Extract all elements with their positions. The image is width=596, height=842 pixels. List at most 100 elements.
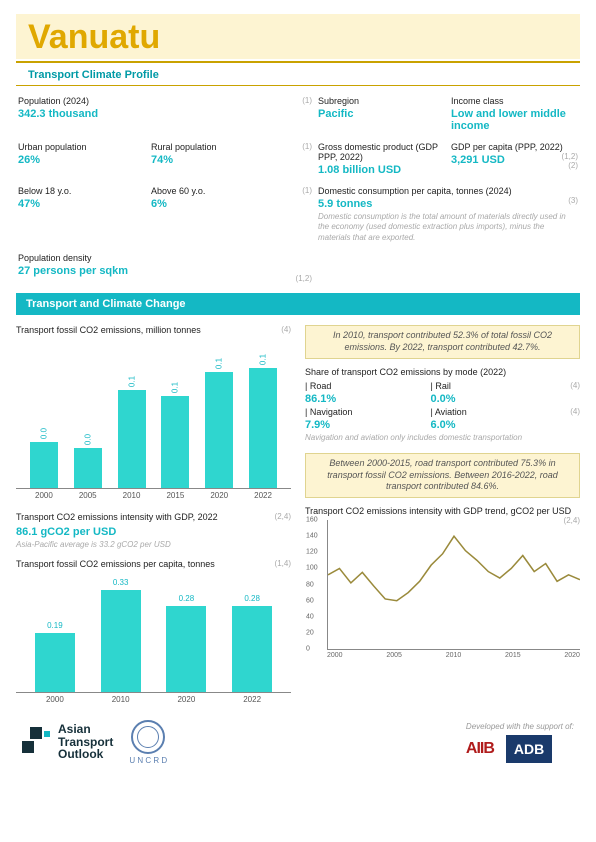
x-label: 2010 (101, 695, 141, 704)
linechart-xaxis: 20002005201020152020 (327, 650, 580, 659)
x-tick: 2010 (446, 652, 462, 659)
x-label: 2015 (161, 491, 189, 500)
right-col: In 2010, transport contributed 52.3% of … (305, 325, 580, 659)
stat-label: Urban population (18, 142, 145, 152)
bar-value: 0.0 (39, 428, 48, 439)
stat-density: Population density 27 persons per sqkm (18, 253, 278, 277)
intensity-note: Asia-Pacific average is 33.2 gCO2 per US… (16, 540, 291, 550)
stat-value: Low and lower middle income (451, 108, 578, 132)
ref: (1,2) (284, 274, 312, 283)
title-bar: Vanuatu (16, 14, 580, 59)
y-tick: 160 (306, 517, 318, 524)
stat-label: Subregion (318, 96, 445, 106)
bar: 0.1 (249, 368, 277, 488)
bar: 0.1 (205, 372, 233, 488)
subtitle: Transport Climate Profile (16, 67, 580, 85)
chart1-title: Transport fossil CO2 emissions, million … (16, 325, 291, 335)
bar-value: 0.28 (166, 594, 206, 603)
rule-thin (16, 85, 580, 86)
linechart: 020406080100120140160 (327, 520, 580, 650)
stat-label: Domestic consumption per capita, tonnes … (318, 186, 512, 196)
stat-value: 3,291 USD (451, 154, 505, 166)
stat-value: 6% (151, 198, 278, 210)
stat-value: Pacific (318, 108, 445, 120)
intensity-value: 86.1 gCO2 per USD (16, 526, 291, 538)
bar: 0.28 (166, 606, 206, 692)
bar: 0.0 (30, 442, 58, 488)
stat-rural: Rural population 74% (151, 142, 278, 176)
mode-cell: 0.0% (431, 393, 553, 405)
stat-income: Income class Low and lower middle income (451, 96, 578, 132)
left-col: Transport fossil CO2 emissions, million … (16, 325, 291, 703)
bar: 0.33 (101, 590, 141, 692)
stat-label: Income class (451, 96, 578, 106)
bar-value: 0.0 (83, 434, 92, 445)
main-two-col: Transport fossil CO2 emissions, million … (16, 325, 580, 703)
ref: (1) (284, 186, 312, 249)
stat-label: Below 18 y.o. (18, 186, 145, 196)
ato-logo: Asian Transport Outlook (22, 723, 113, 761)
bar-value: 0.1 (171, 382, 180, 393)
bar: 0.0 (74, 448, 102, 488)
y-tick: 80 (306, 581, 314, 588)
stat-value: 26% (18, 154, 145, 166)
x-label: 2020 (205, 491, 233, 500)
x-label: 2022 (232, 695, 272, 704)
y-tick: 120 (306, 549, 318, 556)
stat-label: Population density (18, 253, 278, 263)
linechart-title: Transport CO2 emissions intensity with G… (305, 506, 580, 516)
bar: 0.19 (35, 633, 75, 692)
bar-value: 0.1 (127, 376, 136, 387)
mode-cell: (4) (556, 407, 580, 417)
ref: (3) (568, 196, 578, 210)
mode-cell: | Aviation (431, 407, 553, 417)
chart2: 0.19 0.33 0.28 0.28 (16, 573, 291, 693)
y-tick: 100 (306, 565, 318, 572)
bar: 0.28 (232, 606, 272, 692)
bar-value: 0.19 (35, 621, 75, 630)
y-tick: 0 (306, 646, 310, 653)
stat-urban: Urban population 26% (18, 142, 145, 176)
bar-value: 0.28 (232, 594, 272, 603)
callout-2: Between 2000-2015, road transport contri… (305, 453, 580, 498)
ref: (1,4) (275, 559, 291, 568)
stat-above60: Above 60 y.o. 6% (151, 186, 278, 243)
x-tick: 2015 (505, 652, 521, 659)
stat-label: Population (2024) (18, 96, 278, 106)
logos-left: Asian Transport Outlook U N C R D (22, 720, 167, 765)
modes-title: Share of transport CO2 emissions by mode… (305, 367, 580, 377)
y-tick: 40 (306, 613, 314, 620)
y-tick: 140 (306, 533, 318, 540)
stat-label: GDP per capita (PPP, 2022) (451, 142, 578, 152)
intensity-block: Transport CO2 emissions intensity with G… (16, 512, 291, 550)
mode-cell: (4) (556, 381, 580, 391)
stat-subregion: Subregion Pacific (318, 96, 445, 132)
uncrd-logo: U N C R D (129, 720, 167, 765)
chart2-title: Transport fossil CO2 emissions per capit… (16, 559, 291, 569)
stat-value: 27 persons per sqkm (18, 265, 278, 277)
logos-right: Developed with the support of: AIIB ADB (466, 722, 574, 763)
bar-value: 0.1 (259, 354, 268, 365)
stat-value: 74% (151, 154, 278, 166)
bar-value: 0.33 (101, 578, 141, 587)
ref: (1) (284, 96, 312, 138)
mode-cell: | Rail (431, 381, 553, 391)
stat-value: 5.9 tonnes (318, 198, 372, 210)
logos-row: Asian Transport Outlook U N C R D Develo… (16, 720, 580, 765)
stats-grid: Population (2024) 342.3 thousand (1) Sub… (16, 96, 580, 283)
modes-note: Navigation and aviation only includes do… (305, 433, 580, 443)
stat-note: Domestic consumption is the total amount… (318, 212, 578, 243)
x-tick: 2005 (386, 652, 402, 659)
x-label: 2020 (166, 695, 206, 704)
bar: 0.1 (161, 396, 189, 488)
mode-cell: | Road (305, 381, 427, 391)
x-tick: 2020 (564, 652, 580, 659)
chart1: 0.0 0.0 0.1 0.1 0.1 0.1 (16, 339, 291, 489)
modes-grid: | Road| Rail(4)86.1%0.0%| Navigation| Av… (305, 381, 580, 431)
bar-value: 0.1 (215, 358, 224, 369)
y-tick: 60 (306, 597, 314, 604)
mode-cell: 7.9% (305, 419, 427, 431)
stat-gdp: Gross domestic product (GDP PPP, 2022) 1… (318, 142, 445, 176)
ref: (2,4) (275, 512, 291, 521)
mode-cell: | Navigation (305, 407, 427, 417)
